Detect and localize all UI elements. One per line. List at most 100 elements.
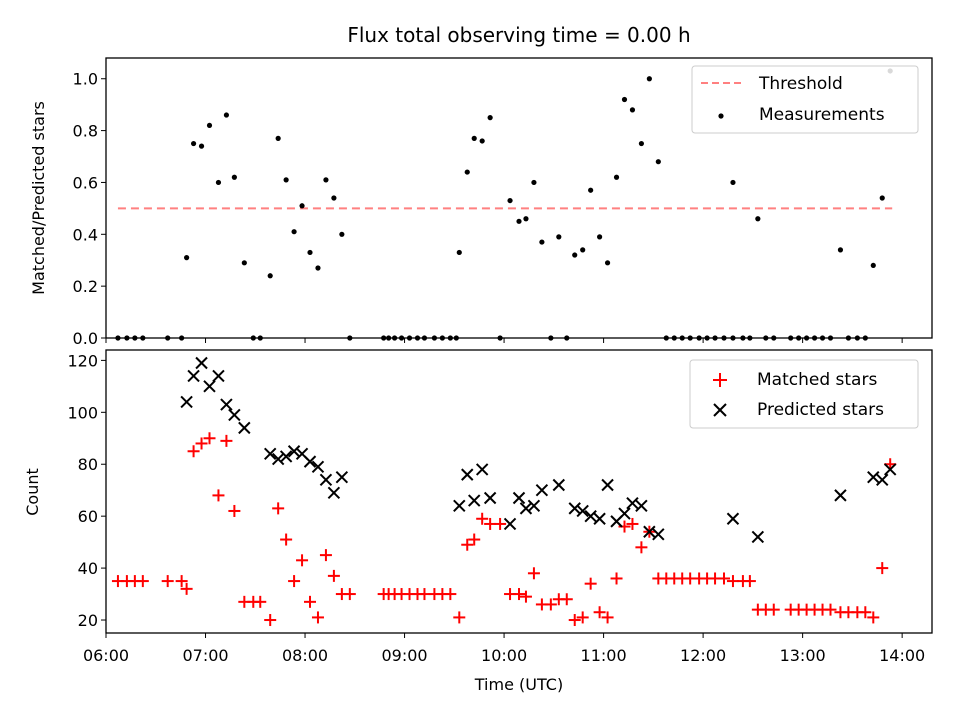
- matched-star-point-53: [584, 577, 597, 590]
- predicted-star-point-8: [263, 447, 277, 461]
- ratio-y-tick-label-2: 0.4: [73, 225, 98, 244]
- measurement-point-44: [507, 197, 513, 204]
- measurement-point-8: [198, 143, 205, 149]
- measurement-point-12: [231, 174, 237, 180]
- matched-star-point-86: [867, 611, 880, 624]
- matched-star-point-23: [319, 549, 332, 562]
- matched-star-point-12: [228, 504, 241, 517]
- matched-star-point-39: [468, 533, 481, 546]
- count-panel: Count Time (UTC) 20 40 60 80 100 120 06:00 07:…: [23, 349, 933, 694]
- measurement-point-60: [638, 140, 645, 147]
- measurement-point-39: [464, 169, 470, 175]
- measurement-point-16: [267, 273, 273, 279]
- measurement-point-11: [223, 112, 230, 118]
- measurement-point-18: [283, 177, 289, 183]
- measurement-point-55: [597, 234, 603, 240]
- predicted-star-point-38: [643, 525, 656, 538]
- matched-star-point-9: [203, 432, 216, 445]
- measurement-point-58: [621, 96, 628, 103]
- predicted-star-point-37: [635, 499, 648, 512]
- measurement-point-48: [539, 239, 545, 245]
- legend-matched-swatch: [713, 373, 727, 387]
- measurement-point-53: [580, 247, 586, 253]
- predicted-star-point-5: [220, 398, 233, 411]
- measurement-point-62: [655, 159, 661, 165]
- ratio-panel: Flux total observing time = 0.00 h Match…: [29, 23, 933, 348]
- measurement-point-84: [837, 247, 844, 253]
- measurement-point-7: [190, 140, 197, 147]
- legend-matched-label: Matched stars: [757, 370, 877, 390]
- matched-star-point-7: [187, 445, 200, 458]
- predicted-star-point-16: [327, 486, 341, 500]
- measurement-point-57: [613, 174, 620, 180]
- matched-star-point-26: [343, 588, 356, 601]
- count-x-ticks: 06:00 07:00 08:00 09:00 10:00 11:00 12:00 13:00…: [83, 633, 925, 665]
- measurement-point-20: [299, 203, 305, 209]
- predicted-star-point-9: [271, 452, 285, 466]
- y-axis-label-ratio: Matched/Predicted stars: [29, 101, 48, 295]
- predicted-star-point-43: [867, 471, 880, 484]
- predicted-star-point-42: [834, 489, 847, 502]
- predicted-star-point-7: [238, 421, 251, 435]
- predicted-star-point-4: [212, 369, 225, 383]
- y-axis-label-count: Count: [23, 468, 42, 516]
- matched-star-point-55: [601, 611, 614, 624]
- matched-star-point-38: [461, 538, 474, 551]
- predicted-star-point-3: [203, 380, 216, 393]
- predicted-star-point-24: [512, 491, 526, 505]
- ratio-y-tick-label-4: 0.8: [73, 122, 98, 141]
- count-data-layer: [111, 356, 897, 627]
- predicted-star-point-28: [552, 478, 566, 492]
- matched-star-point-10: [212, 489, 225, 502]
- count-x-tick-label-2: 08:00: [282, 646, 328, 665]
- measurement-point-50: [556, 234, 562, 240]
- predicted-star-point-41: [751, 530, 765, 544]
- matched-star-point-24: [327, 569, 340, 582]
- count-y-tick-label-1: 40: [78, 559, 98, 578]
- measurement-point-89: [879, 195, 885, 201]
- matched-star-point-18: [280, 533, 293, 546]
- predicted-star-point-27: [535, 483, 549, 497]
- matched-star-point-81: [824, 603, 837, 616]
- count-y-ticks: 20 40 60 80 100 120: [67, 351, 106, 630]
- predicted-star-point-2: [195, 356, 208, 370]
- predicted-star-point-19: [461, 468, 474, 481]
- count-x-tick-label-5: 11:00: [581, 646, 627, 665]
- predicted-star-point-32: [593, 512, 606, 525]
- count-plot-frame: [105, 349, 933, 634]
- ratio-plot-frame: [105, 57, 933, 339]
- measurement-point-75: [755, 216, 761, 222]
- count-y-tick-label-3: 80: [78, 455, 98, 474]
- measurement-point-45: [516, 218, 522, 224]
- measurement-point-61: [646, 76, 652, 82]
- matched-star-point-50: [560, 593, 573, 606]
- measurement-point-54: [588, 187, 594, 193]
- measurement-point-46: [523, 216, 529, 222]
- measurement-point-47: [531, 179, 537, 186]
- matched-star-point-37: [453, 611, 466, 624]
- count-y-tick-label-2: 60: [78, 507, 98, 526]
- predicted-star-point-6: [228, 408, 241, 422]
- measurement-point-88: [870, 262, 876, 269]
- count-legend: Matched stars Predicted stars: [689, 359, 919, 429]
- ratio-y-tick-label-1: 0.2: [73, 277, 98, 296]
- predicted-star-point-33: [601, 478, 614, 492]
- measurement-point-9: [206, 122, 213, 129]
- predicted-star-point-31: [584, 509, 597, 523]
- measurement-point-24: [331, 195, 337, 201]
- matched-star-point-52: [576, 611, 589, 624]
- matched-star-point-8: [195, 437, 208, 450]
- measurement-point-56: [604, 260, 611, 266]
- predicted-star-point-29: [568, 502, 581, 515]
- predicted-star-point-23: [503, 517, 517, 531]
- predicted-star-point-20: [468, 494, 481, 507]
- predicted-star-point-44: [876, 473, 889, 487]
- ratio-legend: Threshold Measurements: [691, 65, 919, 134]
- matched-star-point-15: [254, 595, 267, 608]
- measurement-point-17: [275, 135, 281, 141]
- ratio-y-tick-label-3: 0.6: [73, 173, 98, 192]
- matched-star-point-56: [610, 572, 623, 585]
- legend-predicted-label: Predicted stars: [757, 400, 884, 420]
- measurement-point-38: [456, 249, 462, 256]
